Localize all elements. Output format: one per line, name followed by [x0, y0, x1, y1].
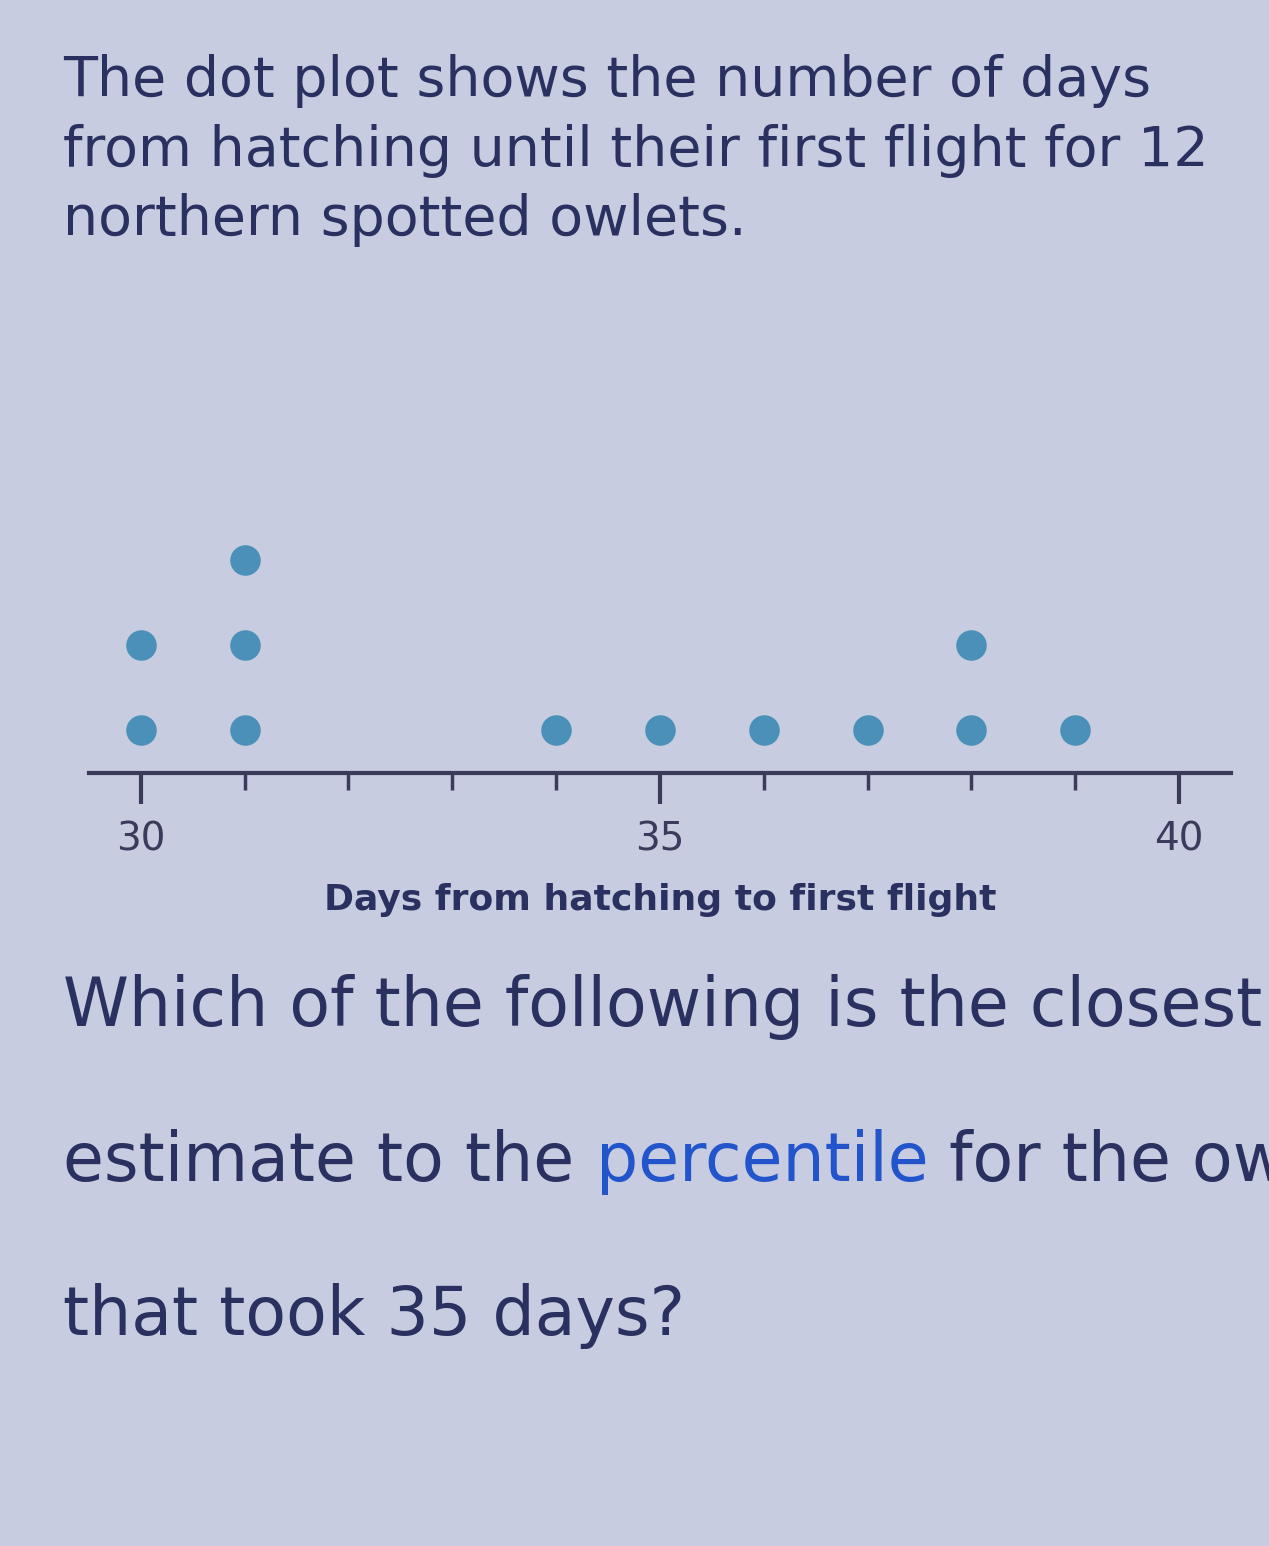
Text: estimate to the: estimate to the: [63, 1129, 595, 1195]
Text: that took 35 days?: that took 35 days?: [63, 1283, 685, 1350]
Text: northern spotted owlets.: northern spotted owlets.: [63, 193, 747, 247]
Text: Which of the following is the closest: Which of the following is the closest: [63, 974, 1263, 1040]
Text: The dot plot shows the number of days: The dot plot shows the number of days: [63, 54, 1151, 108]
X-axis label: Days from hatching to first flight: Days from hatching to first flight: [324, 883, 996, 917]
Text: for the owlet: for the owlet: [929, 1129, 1269, 1195]
Text: percentile: percentile: [595, 1129, 929, 1195]
Text: from hatching until their first flight for 12: from hatching until their first flight f…: [63, 124, 1209, 178]
